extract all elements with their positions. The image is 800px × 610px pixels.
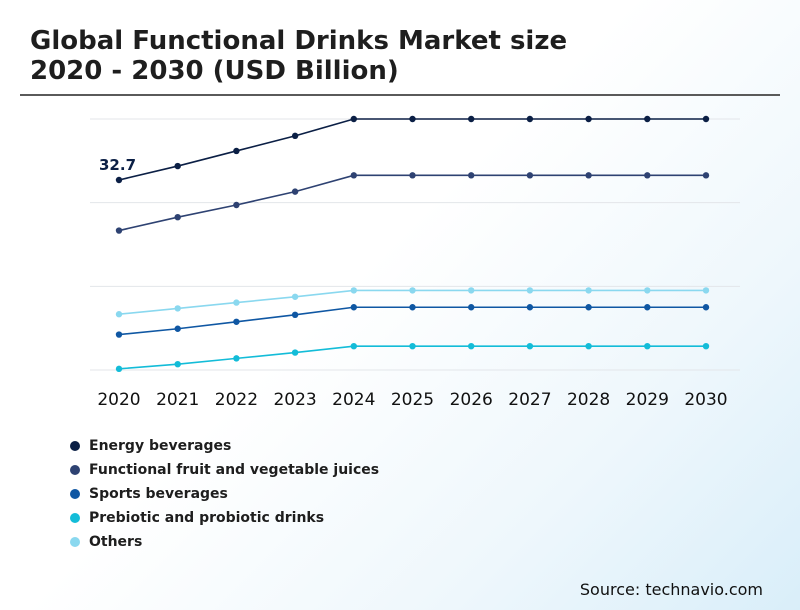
chart-title: Global Functional Drinks Market size 202… xyxy=(30,26,567,86)
data-point xyxy=(291,188,299,195)
data-point xyxy=(702,304,710,311)
legend-label: Prebiotic and probiotic drinks xyxy=(89,510,325,526)
data-point xyxy=(526,172,534,179)
x-tick-label: 2026 xyxy=(450,390,493,410)
x-tick-label: 2020 xyxy=(97,390,140,410)
data-point xyxy=(468,172,475,179)
data-point xyxy=(174,213,181,221)
data-point xyxy=(702,287,710,294)
data-point xyxy=(115,227,123,234)
series-line-3 xyxy=(118,345,706,370)
data-point xyxy=(644,287,651,294)
x-tick-label: 2028 xyxy=(567,390,610,410)
chart-title-line-2: 2020 - 2030 (USD Billion) xyxy=(30,56,399,86)
data-point xyxy=(585,287,592,294)
x-tick-label: 2029 xyxy=(626,390,669,410)
data-point xyxy=(702,115,710,123)
x-tick-label: 2024 xyxy=(332,390,375,410)
data-point xyxy=(115,331,123,338)
x-tick-label: 2022 xyxy=(215,390,258,410)
chart-title-line-1: Global Functional Drinks Market size xyxy=(30,26,568,56)
legend-label: Energy beverages xyxy=(89,438,232,454)
data-point xyxy=(233,318,240,325)
data-point xyxy=(233,201,240,209)
data-point xyxy=(174,325,181,332)
legend-marker xyxy=(70,513,80,523)
legend-marker xyxy=(70,489,80,499)
data-point xyxy=(702,342,710,350)
series-line-2 xyxy=(118,306,706,336)
data-point xyxy=(409,115,416,123)
data-point xyxy=(585,342,592,350)
data-point xyxy=(291,311,299,319)
x-tick-label: 2027 xyxy=(508,390,551,410)
data-point xyxy=(291,293,299,300)
data-point xyxy=(174,360,181,368)
data-point xyxy=(350,287,357,294)
data-point xyxy=(644,172,651,179)
legend-marker xyxy=(70,465,80,475)
data-point xyxy=(644,342,651,350)
legend: Energy beverages Functional fruit and veg… xyxy=(70,434,379,554)
legend-label: Functional fruit and vegetable juices xyxy=(89,462,380,478)
data-point xyxy=(526,287,534,294)
x-tick-label: 2023 xyxy=(273,390,316,410)
data-point xyxy=(409,304,416,311)
data-point xyxy=(585,115,592,123)
data-point xyxy=(644,304,651,311)
legend-item: Prebiotic and probiotic drinks xyxy=(70,506,379,530)
data-point xyxy=(174,305,181,312)
data-point xyxy=(115,365,123,373)
data-point xyxy=(468,287,475,294)
legend-item: Others xyxy=(70,530,379,554)
x-tick-label: 2021 xyxy=(156,390,199,410)
series-line-0 xyxy=(118,118,706,181)
data-point xyxy=(585,172,592,179)
title-divider xyxy=(20,94,780,96)
data-point xyxy=(468,342,475,350)
data-point xyxy=(350,304,357,311)
data-point xyxy=(409,287,416,294)
data-point xyxy=(702,172,710,179)
data-point xyxy=(233,147,240,155)
data-point xyxy=(350,115,357,123)
data-point xyxy=(291,349,299,356)
legend-marker xyxy=(70,537,80,547)
series-line-4 xyxy=(118,289,706,316)
data-point xyxy=(115,311,123,318)
data-point xyxy=(585,304,592,311)
x-tick-label: 2030 xyxy=(684,390,727,410)
data-point xyxy=(409,342,416,350)
source-credit: Source: technavio.com xyxy=(579,580,763,599)
data-point xyxy=(409,172,416,179)
x-tick-label: 2025 xyxy=(391,390,434,410)
legend-label: Others xyxy=(89,534,143,550)
legend-label: Sports beverages xyxy=(89,486,228,502)
data-point xyxy=(174,162,181,170)
data-point xyxy=(350,172,357,179)
data-point xyxy=(526,342,534,350)
data-label: 32.7 xyxy=(99,156,136,174)
data-point xyxy=(468,115,475,123)
legend-marker xyxy=(70,441,80,451)
data-point xyxy=(115,176,123,184)
data-point xyxy=(233,299,240,306)
data-point xyxy=(291,132,299,140)
data-point xyxy=(644,115,651,123)
data-point xyxy=(526,115,534,123)
data-point xyxy=(233,355,240,362)
legend-item: Energy beverages xyxy=(70,434,379,458)
data-point xyxy=(468,304,475,311)
legend-item: Sports beverages xyxy=(70,482,379,506)
data-point xyxy=(526,304,534,311)
legend-item: Functional fruit and vegetable juices xyxy=(70,458,379,482)
data-point xyxy=(350,342,357,350)
